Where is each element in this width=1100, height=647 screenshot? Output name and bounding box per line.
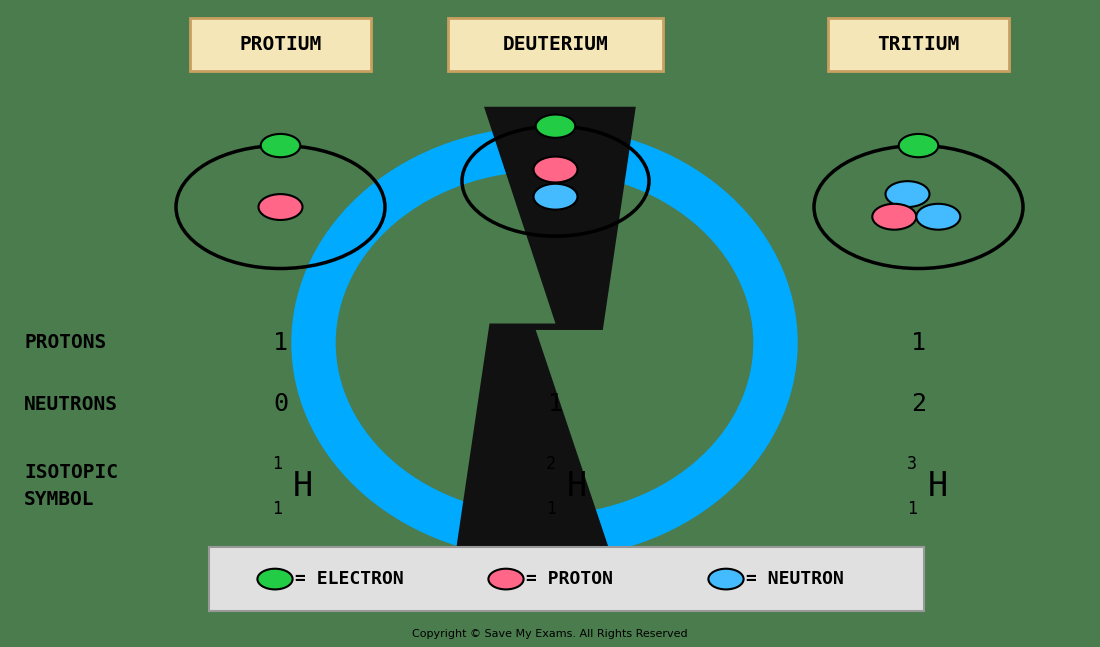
Text: DEUTERIUM: DEUTERIUM [503, 35, 608, 54]
Text: NEUTRONS: NEUTRONS [24, 395, 118, 414]
Circle shape [534, 184, 578, 210]
FancyBboxPatch shape [449, 18, 662, 71]
Text: SYMBOL: SYMBOL [24, 490, 95, 509]
Text: 2: 2 [911, 392, 926, 417]
Text: 1: 1 [273, 331, 288, 355]
Text: H: H [566, 470, 586, 503]
FancyBboxPatch shape [209, 547, 924, 611]
Text: 2: 2 [546, 455, 557, 473]
Text: = NEUTRON: = NEUTRON [746, 570, 844, 588]
FancyBboxPatch shape [189, 18, 372, 71]
Circle shape [261, 134, 300, 157]
Text: = PROTON: = PROTON [526, 570, 613, 588]
Text: TRITIUM: TRITIUM [878, 35, 959, 54]
Text: 3: 3 [906, 455, 917, 473]
Circle shape [872, 204, 916, 230]
Text: Copyright © Save My Exams. All Rights Reserved: Copyright © Save My Exams. All Rights Re… [412, 629, 688, 639]
FancyBboxPatch shape [827, 18, 1010, 71]
Circle shape [488, 569, 524, 589]
Circle shape [916, 204, 960, 230]
Text: 1: 1 [272, 500, 283, 518]
Text: 1: 1 [906, 500, 917, 518]
Circle shape [708, 569, 744, 589]
Circle shape [899, 134, 938, 157]
Text: H: H [927, 470, 947, 503]
Circle shape [536, 115, 575, 138]
Text: 1: 1 [272, 455, 283, 473]
Text: 0: 0 [273, 392, 288, 417]
Text: 1: 1 [911, 331, 926, 355]
Text: ISOTOPIC: ISOTOPIC [24, 463, 118, 482]
Text: = ELECTRON: = ELECTRON [295, 570, 404, 588]
Polygon shape [456, 107, 636, 547]
Circle shape [886, 181, 929, 207]
Text: PROTIUM: PROTIUM [240, 35, 321, 54]
Circle shape [258, 194, 303, 220]
Circle shape [257, 569, 293, 589]
Text: PROTONS: PROTONS [24, 333, 107, 353]
Circle shape [534, 157, 578, 182]
Text: H: H [293, 470, 312, 503]
Text: 1: 1 [546, 500, 557, 518]
Text: 1: 1 [548, 392, 563, 417]
